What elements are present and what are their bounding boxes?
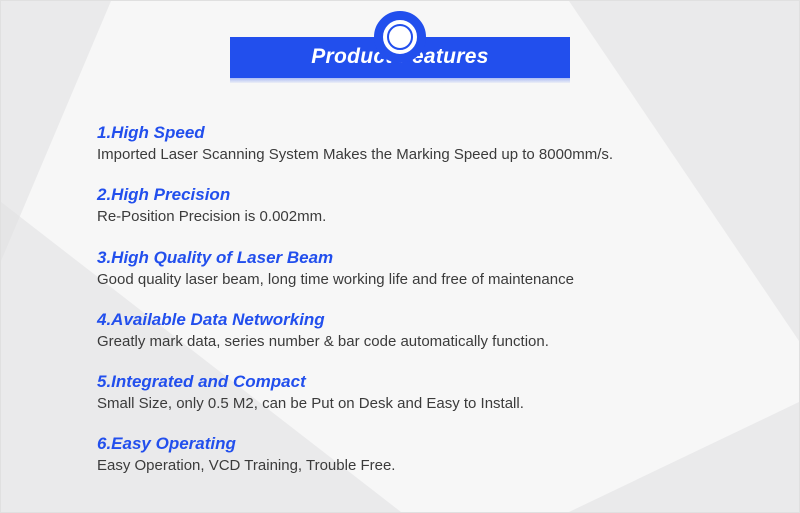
feature-title: 5.Integrated and Compact [97,372,737,392]
medal-icon [374,11,426,63]
feature-item: 3.High Quality of Laser Beam Good qualit… [97,248,737,290]
feature-title: 4.Available Data Networking [97,310,737,330]
feature-desc: Re-Position Precision is 0.002mm. [97,207,737,227]
feature-item: 6.Easy Operating Easy Operation, VCD Tra… [97,434,737,476]
feature-title: 3.High Quality of Laser Beam [97,248,737,268]
feature-item: 4.Available Data Networking Greatly mark… [97,310,737,352]
banner-shadow [230,77,570,83]
banner: Product Features [230,37,570,77]
feature-item: 5.Integrated and Compact Small Size, onl… [97,372,737,414]
feature-desc: Good quality laser beam, long time worki… [97,270,737,290]
feature-item: 1.High Speed Imported Laser Scanning Sys… [97,123,737,165]
feature-title: 6.Easy Operating [97,434,737,454]
feature-title: 2.High Precision [97,185,737,205]
feature-desc: Imported Laser Scanning System Makes the… [97,145,737,165]
feature-item: 2.High Precision Re-Position Precision i… [97,185,737,227]
feature-desc: Small Size, only 0.5 M2, can be Put on D… [97,394,737,414]
feature-desc: Easy Operation, VCD Training, Trouble Fr… [97,456,737,476]
feature-desc: Greatly mark data, series number & bar c… [97,332,737,352]
features-list: 1.High Speed Imported Laser Scanning Sys… [97,123,737,477]
feature-title: 1.High Speed [97,123,737,143]
